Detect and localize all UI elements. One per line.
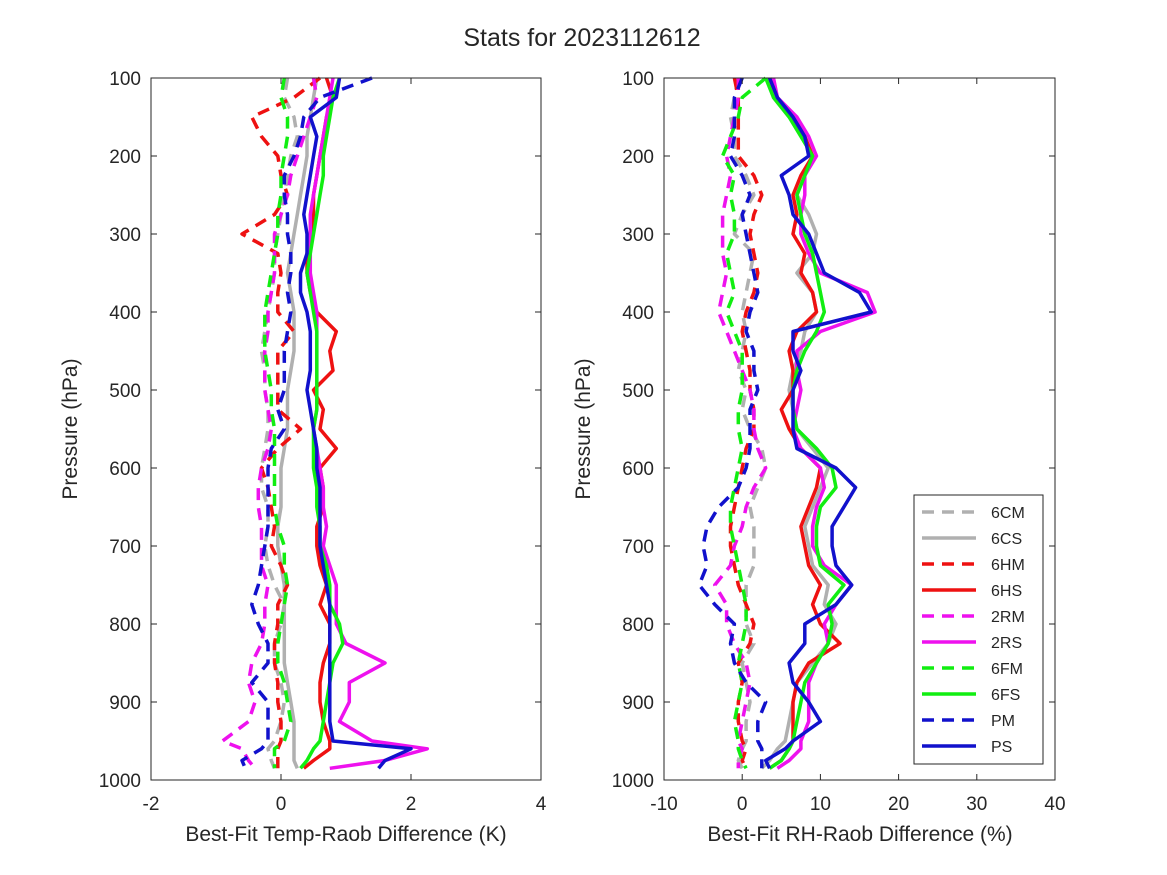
temp-y-tick-label: 300 (109, 225, 141, 246)
temp-y-tick-label: 200 (109, 147, 141, 168)
temp-y-tick-label: 400 (109, 303, 141, 324)
rh-y-tick-label: 400 (622, 303, 654, 324)
temp-series-pm-line (240, 76, 373, 769)
temp-y-axis-label: Pressure (hPa) (59, 358, 82, 499)
temp-x-tick-label: 2 (406, 794, 417, 815)
rh-series-6fs-line (764, 77, 846, 770)
rh-series-ps-line (763, 77, 873, 770)
rh-y-tick-label: 500 (622, 381, 654, 402)
rh-y-axis-label: Pressure (hPa) (572, 358, 595, 499)
temp-x-tick-label: -2 (143, 794, 160, 815)
rh-y-tick-label: 1000 (612, 771, 654, 792)
rh-series-2rs-line (771, 77, 877, 770)
temp-series-6cs-line (276, 77, 319, 769)
legend-label-6cs: 6CS (991, 531, 1022, 548)
legend-label-pm: PM (991, 713, 1015, 730)
rh-x-tick-label: 30 (966, 794, 987, 815)
rh-series-6fm-line (720, 76, 767, 770)
legend-box (913, 494, 1044, 765)
rh-x-tick-label: 10 (810, 794, 831, 815)
rh-x-tick-label: 20 (888, 794, 909, 815)
temp-x-axis-label: Best-Fit Temp-Raob Difference (K) (185, 823, 506, 846)
rh-y-tick-label: 100 (622, 69, 654, 90)
temp-x-tick-label: 0 (276, 794, 287, 815)
temp-y-tick-label: 600 (109, 459, 141, 480)
temp-y-tick-label: 800 (109, 615, 141, 636)
temp-axes-box (150, 77, 542, 781)
legend-label-2rs: 2RS (991, 635, 1022, 652)
rh-series-2rm-line (713, 78, 768, 769)
legend-label-6hm: 6HM (991, 557, 1025, 574)
legend-label-6fm: 6FM (991, 661, 1023, 678)
rh-series-pm-line (697, 77, 768, 769)
rh-x-tick-label: -10 (650, 794, 677, 815)
legend-label-6fs: 6FS (991, 687, 1020, 704)
legend-label-6hs: 6HS (991, 583, 1022, 600)
temp-series-group (220, 76, 430, 771)
temp-ticks-group: -2 0 2 4 100 200 300 400 500 600 700 800 900 1000 (99, 69, 547, 815)
rh-y-tick-label: 900 (622, 693, 654, 714)
temp-panel: -2 0 2 4 100 200 300 400 500 600 700 800 900 1000 Bes… (59, 69, 547, 846)
temp-y-tick-label: 1000 (99, 771, 141, 792)
temp-y-tick-label: 900 (109, 693, 141, 714)
legend: 6CM 6CS 6HM 6HS 2RM 2RS 6FM 6FS PM PS (913, 494, 1044, 765)
temp-series-ps-line (298, 77, 413, 770)
rh-y-tick-label: 300 (622, 225, 654, 246)
rh-y-tick-label: 200 (622, 147, 654, 168)
temp-y-tick-label: 700 (109, 537, 141, 558)
rh-x-axis-label: Best-Fit RH-Raob Difference (%) (707, 823, 1012, 846)
rh-y-tick-label: 700 (622, 537, 654, 558)
legend-items: 6CM 6CS 6HM 6HS 2RM 2RS 6FM 6FS PM PS (922, 505, 1025, 756)
rh-ticks-group: -10 0 10 20 30 40 100 200 300 400 500 600 700 800 900 1… (612, 69, 1066, 815)
rh-y-tick-label: 800 (622, 615, 654, 636)
temp-x-tick-label: 4 (536, 794, 547, 815)
legend-label-2rm: 2RM (991, 609, 1025, 626)
temp-y-tick-label: 500 (109, 381, 141, 402)
rh-x-tick-label: 40 (1044, 794, 1065, 815)
temp-series-6fm-line (263, 77, 293, 769)
rh-axes-box (663, 77, 1056, 781)
temp-y-tick-label: 100 (109, 69, 141, 90)
legend-label-6cm: 6CM (991, 505, 1025, 522)
rh-x-tick-label: 0 (737, 794, 748, 815)
rh-y-tick-label: 600 (622, 459, 654, 480)
legend-label-ps: PS (991, 739, 1012, 756)
rh-series-group (697, 76, 877, 770)
figure-title: Stats for 2023112612 (463, 24, 700, 52)
